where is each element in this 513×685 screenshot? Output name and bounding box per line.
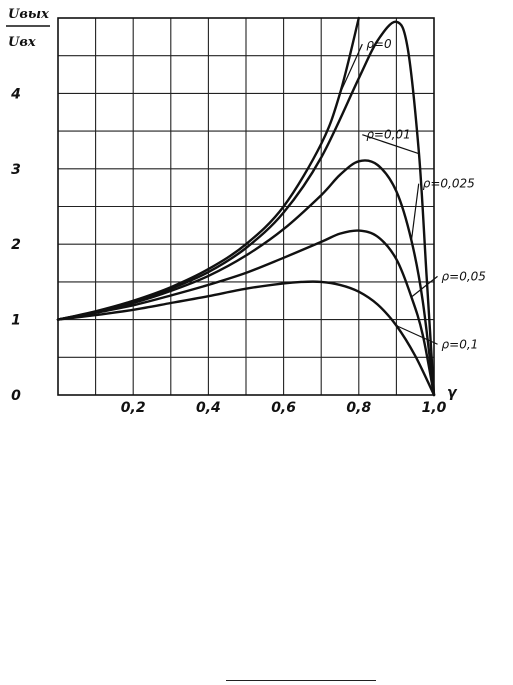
y-tick-label: 4 (10, 86, 21, 102)
x-tick-label: 0,6 (271, 400, 296, 416)
series-label-leader-1 (362, 134, 420, 155)
series-line-2 (56, 159, 436, 397)
y-axis-title: Uвых Uвх (6, 7, 50, 50)
x-tick-label: 0,4 (196, 400, 221, 416)
x-tick-label: 0,2 (121, 400, 146, 416)
y-tick-label: 2 (11, 237, 21, 253)
y-tick-label: 0 (11, 388, 21, 404)
series-line-4 (56, 280, 436, 397)
x-tick-label: 1,0 (422, 400, 447, 416)
curves (56, 16, 436, 397)
series-label-1: ρ=0,01 (366, 128, 410, 142)
series-line-1 (56, 20, 436, 397)
bottom-rule (226, 680, 376, 681)
series-label-leader-4 (396, 325, 438, 345)
tick-labels: 0,2 0,4 0,6 0,8 1,0 0 1 2 3 4 (10, 86, 447, 416)
x-axis-title: γ (447, 385, 458, 401)
grid (58, 18, 434, 395)
x-tick-label: 0,8 (346, 400, 371, 416)
series-label-leader-2 (410, 183, 420, 241)
series-label-0: ρ=0 (366, 37, 392, 51)
y-axis-title-denominator: Uвх (8, 35, 36, 50)
y-axis-title-numerator: Uвых (8, 7, 49, 22)
series-label-4: ρ=0,1 (442, 337, 479, 351)
curve-labels: ρ=0 ρ=0,01 ρ=0,025 ρ=0,05 ρ=0,1 (339, 37, 486, 351)
series-label-leader-3 (411, 275, 438, 298)
series-label-3: ρ=0,05 (442, 269, 486, 283)
series-label-leader-0 (339, 43, 363, 94)
y-tick-label: 3 (11, 162, 21, 178)
y-tick-label: 1 (11, 313, 21, 329)
axes (57, 17, 435, 396)
plot-frame (57, 17, 435, 396)
series-label-2: ρ=0,025 (423, 177, 475, 191)
series-line-3 (56, 229, 436, 397)
